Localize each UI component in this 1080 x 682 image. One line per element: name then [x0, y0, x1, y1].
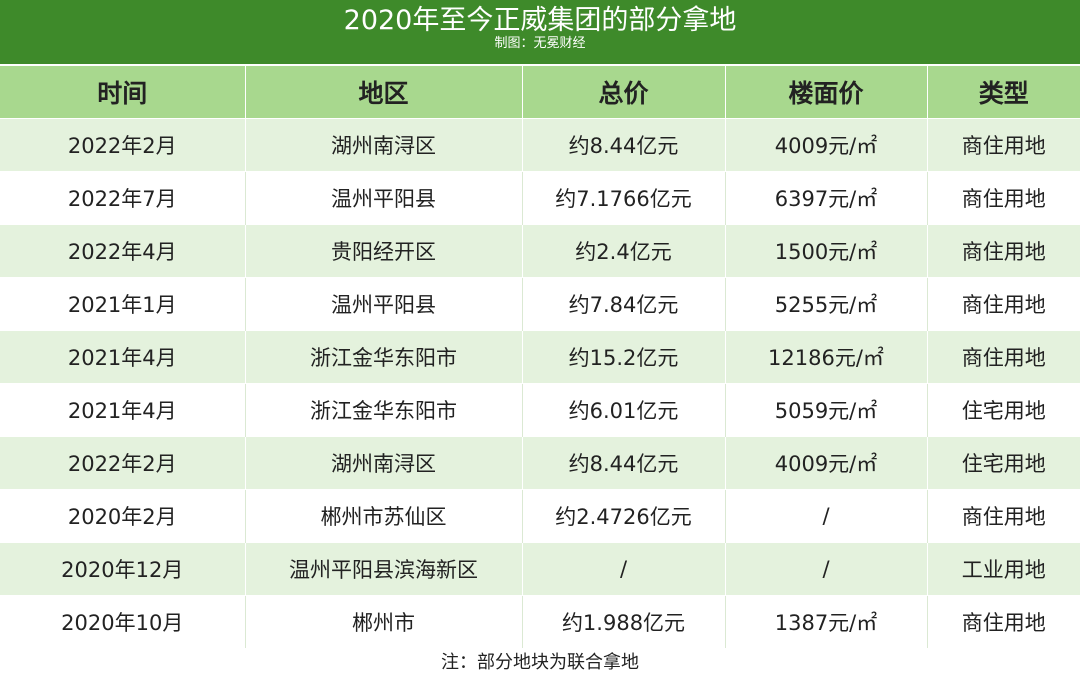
column-header-type: 类型	[927, 66, 1080, 119]
cell-floor-price: 1500元/㎡	[725, 224, 928, 278]
cell-region: 湖州南浔区	[245, 436, 523, 490]
cell-region: 温州平阳县	[245, 277, 523, 331]
table-header-row: 时间 地区 总价 楼面价 类型	[0, 66, 1080, 119]
cell-total-price: /	[522, 542, 726, 596]
cell-floor-price: /	[725, 542, 928, 596]
cell-total-price: 约7.1766亿元	[522, 171, 726, 225]
cell-time: 2022年2月	[0, 436, 246, 490]
page-title: 2020年至今正威集团的部分拿地	[343, 5, 737, 36]
column-header-time: 时间	[0, 66, 246, 119]
cell-floor-price: 5059元/㎡	[725, 383, 928, 437]
column-header-region: 地区	[245, 66, 523, 119]
table-row: 2021年4月 浙江金华东阳市 约15.2亿元 12186元/㎡ 商住用地	[0, 330, 1080, 384]
cell-region: 郴州市	[245, 595, 523, 648]
cell-type: 商住用地	[927, 224, 1080, 278]
table-row: 2020年12月 温州平阳县滨海新区 / / 工业用地	[0, 542, 1080, 596]
cell-type: 工业用地	[927, 542, 1080, 596]
cell-region: 浙江金华东阳市	[245, 383, 523, 437]
column-header-total-price: 总价	[522, 66, 726, 119]
cell-type: 商住用地	[927, 277, 1080, 331]
cell-total-price: 约2.4726亿元	[522, 489, 726, 543]
cell-region: 浙江金华东阳市	[245, 330, 523, 384]
cell-floor-price: 1387元/㎡	[725, 595, 928, 648]
table-row: 2022年4月 贵阳经开区 约2.4亿元 1500元/㎡ 商住用地	[0, 224, 1080, 278]
cell-total-price: 约7.84亿元	[522, 277, 726, 331]
chart-credit: 制图：无冕财经	[494, 36, 586, 51]
cell-region: 贵阳经开区	[245, 224, 523, 278]
cell-time: 2021年4月	[0, 330, 246, 384]
cell-total-price: 约15.2亿元	[522, 330, 726, 384]
table-row: 2021年1月 温州平阳县 约7.84亿元 5255元/㎡ 商住用地	[0, 277, 1080, 331]
table-row: 2022年2月 湖州南浔区 约8.44亿元 4009元/㎡ 住宅用地	[0, 436, 1080, 490]
cell-time: 2022年2月	[0, 118, 246, 172]
land-acquisition-table: 时间 地区 总价 楼面价 类型 2022年2月 湖州南浔区 约8.44亿元 40…	[0, 66, 1080, 648]
cell-type: 商住用地	[927, 330, 1080, 384]
cell-time: 2020年12月	[0, 542, 246, 596]
cell-total-price: 约6.01亿元	[522, 383, 726, 437]
cell-floor-price: 5255元/㎡	[725, 277, 928, 331]
cell-time: 2022年4月	[0, 224, 246, 278]
cell-total-price: 约8.44亿元	[522, 436, 726, 490]
cell-type: 商住用地	[927, 171, 1080, 225]
table-row: 2022年2月 湖州南浔区 约8.44亿元 4009元/㎡ 商住用地	[0, 118, 1080, 172]
cell-type: 住宅用地	[927, 383, 1080, 437]
cell-time: 2020年2月	[0, 489, 246, 543]
header-banner: 2020年至今正威集团的部分拿地 制图：无冕财经	[0, 0, 1080, 64]
cell-type: 商住用地	[927, 595, 1080, 648]
cell-region: 湖州南浔区	[245, 118, 523, 172]
column-header-floor-price: 楼面价	[725, 66, 928, 119]
cell-total-price: 约1.988亿元	[522, 595, 726, 648]
table-row: 2020年10月 郴州市 约1.988亿元 1387元/㎡ 商住用地	[0, 595, 1080, 648]
table-row: 2020年2月 郴州市苏仙区 约2.4726亿元 / 商住用地	[0, 489, 1080, 543]
cell-time: 2021年1月	[0, 277, 246, 331]
cell-floor-price: /	[725, 489, 928, 543]
cell-time: 2022年7月	[0, 171, 246, 225]
cell-floor-price: 4009元/㎡	[725, 118, 928, 172]
footnote: 注：部分地块为联合拿地	[441, 652, 639, 673]
cell-floor-price: 6397元/㎡	[725, 171, 928, 225]
cell-time: 2020年10月	[0, 595, 246, 648]
table-row: 2021年4月 浙江金华东阳市 约6.01亿元 5059元/㎡ 住宅用地	[0, 383, 1080, 437]
cell-region: 温州平阳县滨海新区	[245, 542, 523, 596]
cell-type: 商住用地	[927, 118, 1080, 172]
cell-region: 郴州市苏仙区	[245, 489, 523, 543]
cell-time: 2021年4月	[0, 383, 246, 437]
cell-region: 温州平阳县	[245, 171, 523, 225]
cell-total-price: 约2.4亿元	[522, 224, 726, 278]
cell-type: 商住用地	[927, 489, 1080, 543]
table-row: 2022年7月 温州平阳县 约7.1766亿元 6397元/㎡ 商住用地	[0, 171, 1080, 225]
cell-floor-price: 4009元/㎡	[725, 436, 928, 490]
cell-floor-price: 12186元/㎡	[725, 330, 928, 384]
cell-total-price: 约8.44亿元	[522, 118, 726, 172]
cell-type: 住宅用地	[927, 436, 1080, 490]
